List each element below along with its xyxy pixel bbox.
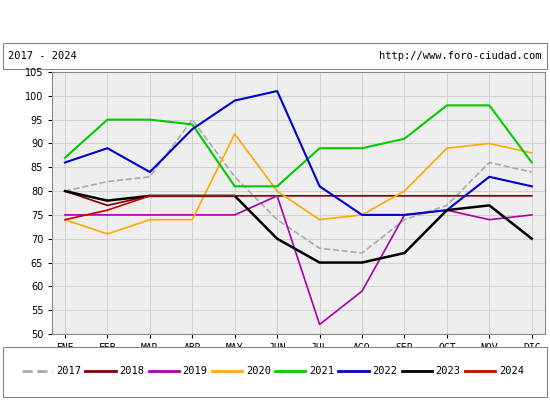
FancyBboxPatch shape bbox=[3, 347, 547, 397]
FancyBboxPatch shape bbox=[3, 43, 547, 69]
Text: 2018: 2018 bbox=[119, 366, 144, 376]
Text: 2024: 2024 bbox=[499, 366, 524, 376]
Text: Evolucion del paro registrado en Rascafría: Evolucion del paro registrado en Rascafr… bbox=[120, 13, 430, 29]
Text: 2020: 2020 bbox=[246, 366, 271, 376]
Text: 2019: 2019 bbox=[183, 366, 207, 376]
Text: 2017: 2017 bbox=[56, 366, 81, 376]
Text: 2017 - 2024: 2017 - 2024 bbox=[8, 51, 77, 61]
Text: http://www.foro-ciudad.com: http://www.foro-ciudad.com bbox=[379, 51, 542, 61]
Text: 2021: 2021 bbox=[309, 366, 334, 376]
Text: 2023: 2023 bbox=[436, 366, 460, 376]
Text: 2022: 2022 bbox=[372, 366, 397, 376]
